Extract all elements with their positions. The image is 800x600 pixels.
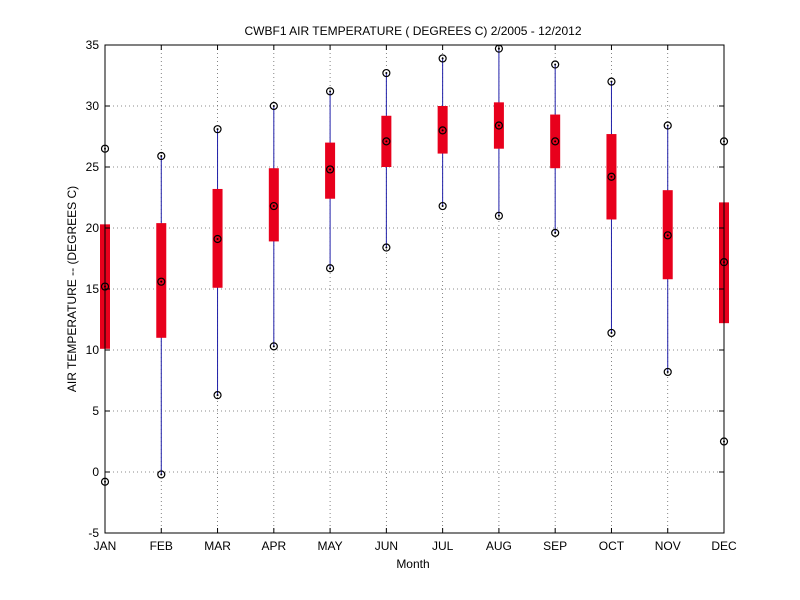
box-jun: [381, 68, 392, 252]
median-marker-dot: [216, 237, 219, 240]
box-sep: [550, 60, 561, 237]
max-marker-dot: [666, 124, 669, 127]
min-marker-dot: [666, 370, 669, 373]
max-marker: [269, 101, 278, 111]
axis-ticks: -5 0 5 10 15 20 25 30 35 JAN FEB MAR APR MAY JUN JUL AUG…: [86, 38, 737, 553]
y-tick-label: 10: [86, 343, 100, 357]
min-marker-dot: [441, 205, 444, 208]
box-iqr: [156, 223, 167, 338]
max-marker: [382, 68, 391, 78]
median-marker-dot: [385, 140, 388, 143]
min-marker-dot: [554, 231, 557, 234]
median-marker-dot: [610, 175, 613, 178]
min-marker-dot: [160, 473, 163, 476]
median-marker: [157, 277, 166, 286]
y-tick-label: 5: [92, 404, 99, 418]
median-marker: [382, 137, 391, 146]
max-marker-dot: [554, 63, 557, 66]
y-tick-label: 0: [92, 465, 99, 479]
max-marker-dot: [216, 128, 219, 131]
median-marker: [269, 201, 278, 211]
max-marker: [607, 77, 616, 86]
y-axis-label: AIR TEMPERATURE -- (DEGREES C): [65, 186, 79, 392]
max-marker-dot: [160, 155, 163, 158]
median-marker-dot: [666, 234, 669, 237]
median-marker-dot: [554, 140, 557, 143]
x-tick-label: FEB: [150, 539, 173, 553]
box-aug: [493, 44, 504, 220]
x-axis-label: Month: [396, 557, 429, 571]
x-tick-label: AUG: [486, 539, 512, 553]
chart-title: CWBF1 AIR TEMPERATURE ( DEGREES C) 2/200…: [245, 24, 582, 38]
median-marker: [494, 121, 504, 130]
median-marker-dot: [329, 168, 332, 171]
box-apr: [268, 101, 279, 351]
median-marker-dot: [160, 280, 163, 283]
min-marker: [494, 211, 504, 220]
min-marker-dot: [385, 246, 388, 249]
median-marker: [325, 165, 335, 174]
median-marker: [438, 126, 447, 135]
x-tick-label: DEC: [711, 539, 737, 553]
min-marker-dot: [610, 331, 613, 334]
median-marker-dot: [272, 205, 275, 208]
median-marker-dot: [441, 129, 444, 132]
x-tick-label: MAR: [204, 539, 231, 553]
box-nov: [662, 121, 673, 377]
box-may: [325, 87, 336, 273]
median-marker: [551, 137, 560, 146]
min-marker: [663, 367, 672, 377]
max-marker: [663, 121, 672, 130]
box-jul: [437, 54, 448, 211]
min-marker: [438, 201, 447, 211]
x-tick-label: NOV: [655, 539, 681, 553]
min-marker-dot: [497, 214, 500, 217]
min-marker: [269, 342, 278, 351]
max-marker: [438, 54, 447, 63]
y-tick-label: 30: [86, 99, 100, 113]
y-tick-label: 25: [86, 160, 100, 174]
y-tick-label: -5: [88, 526, 99, 540]
max-marker-dot: [610, 80, 613, 83]
x-tick-label: MAY: [318, 539, 343, 553]
x-tick-label: JAN: [94, 539, 117, 553]
box-iqr: [268, 168, 279, 242]
x-tick-label: SEP: [543, 539, 567, 553]
box-iqr: [325, 142, 336, 199]
min-marker: [213, 391, 222, 400]
median-marker: [663, 231, 672, 240]
max-marker-dot: [329, 90, 332, 93]
max-marker: [157, 151, 166, 161]
min-marker: [607, 328, 616, 338]
min-marker: [382, 243, 391, 252]
y-tick-label: 20: [86, 221, 100, 235]
box-mar: [212, 125, 223, 400]
box-feb: [156, 151, 167, 479]
median-marker: [213, 234, 222, 244]
max-marker: [213, 125, 222, 134]
median-marker: [607, 172, 616, 181]
y-tick-label: 15: [86, 282, 100, 296]
max-marker: [325, 87, 335, 96]
max-marker: [551, 60, 560, 69]
min-marker-dot: [272, 345, 275, 348]
max-marker-dot: [385, 72, 388, 75]
box-oct: [606, 77, 617, 338]
max-marker-dot: [441, 57, 444, 60]
median-marker-dot: [497, 124, 500, 127]
min-marker: [325, 264, 335, 273]
x-tick-label: JUL: [432, 539, 454, 553]
min-marker-dot: [216, 394, 219, 397]
x-tick-label: OCT: [599, 539, 625, 553]
min-marker-dot: [329, 267, 332, 270]
min-marker: [157, 470, 166, 479]
max-marker-dot: [272, 105, 275, 107]
y-tick-label: 35: [86, 38, 100, 52]
min-marker: [551, 228, 560, 237]
x-tick-label: APR: [261, 539, 286, 553]
x-tick-label: JUN: [375, 539, 398, 553]
